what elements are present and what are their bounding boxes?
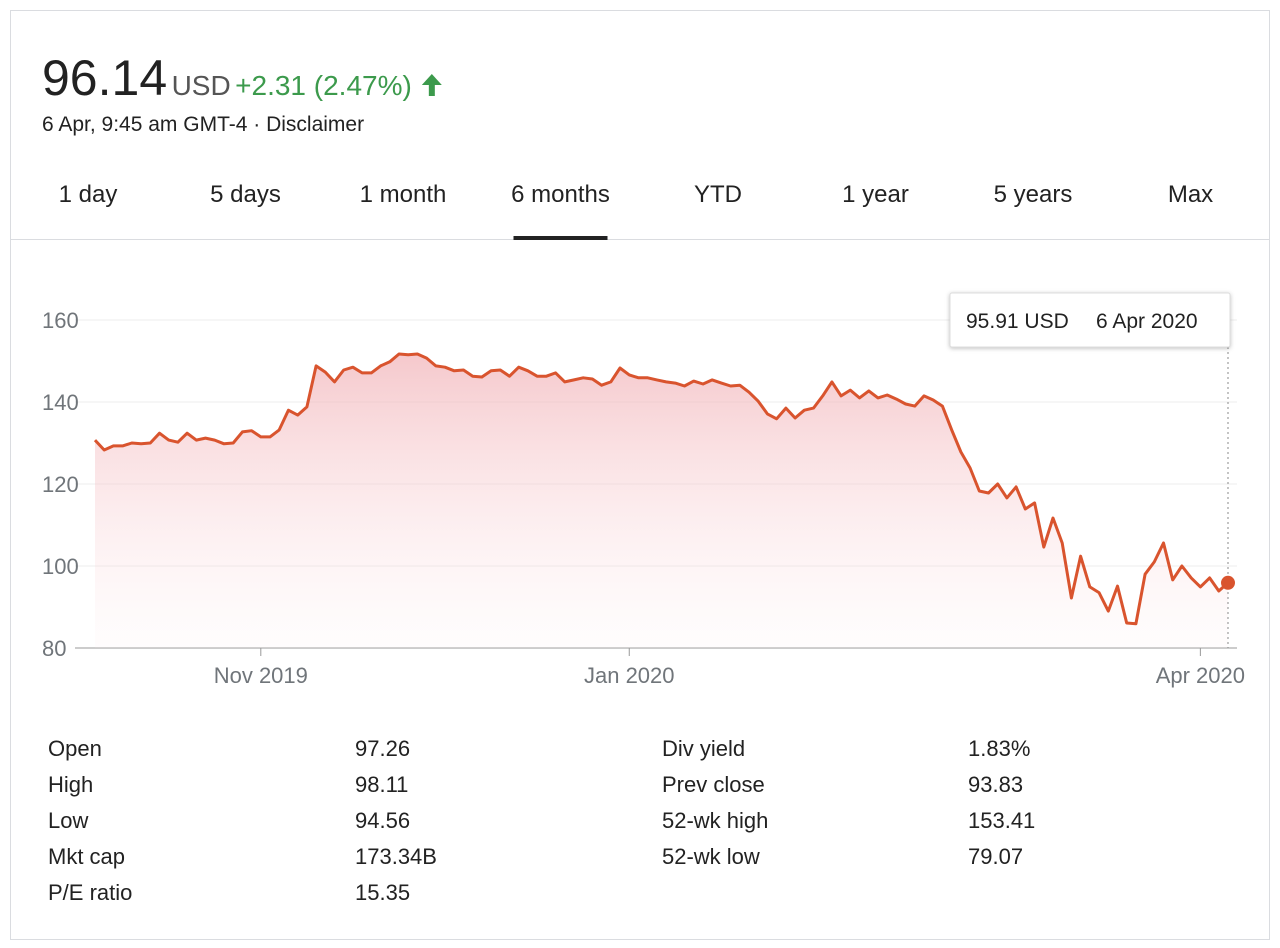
stat-value: 173.34B — [355, 844, 437, 869]
stat-value: 1.83% — [968, 736, 1030, 761]
y-tick-label: 140 — [42, 390, 79, 415]
stat-label: Mkt cap — [48, 844, 125, 869]
y-tick-label: 120 — [42, 472, 79, 497]
tab[interactable]: 6 months — [511, 181, 610, 208]
stats-table: Open 97.26 High 98.11 Low 94.56 Mkt cap 173.34B… — [48, 736, 1035, 905]
x-tick-label: Apr 2020 — [1156, 663, 1245, 688]
stat-value: 79.07 — [968, 844, 1023, 869]
tooltip-unit: USD — [1024, 310, 1068, 333]
stat-value: 97.26 — [355, 736, 410, 761]
change: +2.31 (2.47%) — [235, 70, 412, 101]
price-line: 96.14 USD +2.31 (2.47%) — [42, 50, 412, 106]
stat-label: 52-wk high — [662, 808, 768, 833]
tab-bar: 1 day 5 days 1 month 6 months YTD 1 year 5 yea… — [59, 181, 1213, 240]
stat-value: 93.83 — [968, 772, 1023, 797]
tooltip-text: 95.91 USD 6 Apr 2020 — [966, 310, 1198, 333]
tab[interactable]: 1 year — [842, 181, 909, 208]
stat-value: 153.41 — [968, 808, 1035, 833]
x-tick-label: Jan 2020 — [584, 663, 675, 688]
tab[interactable]: YTD — [694, 181, 742, 208]
y-tick-label: 80 — [42, 636, 66, 661]
tab[interactable]: 1 month — [360, 181, 447, 208]
stat-label: High — [48, 772, 93, 797]
y-tick-label: 160 — [42, 308, 79, 333]
x-tick-label: Nov 2019 — [214, 663, 308, 688]
tab-indicator — [513, 236, 608, 240]
chart: 80 100 120 140 160 Nov 2019 Jan 2020 Apr 2020 95… — [42, 292, 1245, 688]
y-tick-label: 100 — [42, 554, 79, 579]
tab[interactable]: Max — [1168, 181, 1213, 208]
price: 96.14 — [42, 50, 167, 106]
price-line — [93, 352, 1229, 626]
tab[interactable]: 5 days — [210, 181, 281, 208]
stat-label: Prev close — [662, 772, 765, 797]
tab[interactable]: 1 day — [59, 181, 118, 208]
currency: USD — [172, 70, 231, 101]
stat-value: 15.35 — [355, 880, 410, 905]
stat-label: 52-wk low — [662, 844, 760, 869]
timestamp: 6 Apr, 9:45 am GMT-4 · Disclaimer — [42, 113, 364, 136]
stat-label: Open — [48, 736, 102, 761]
tab[interactable]: 5 years — [994, 181, 1073, 208]
tooltip-box — [949, 292, 1231, 348]
stat-value: 98.11 — [355, 772, 408, 797]
up-arrow — [421, 74, 442, 96]
stat-label: Div yield — [662, 736, 745, 761]
stat-label: Low — [48, 808, 88, 833]
tooltip-value: 95.91 — [966, 310, 1019, 333]
last-point — [1221, 575, 1235, 590]
area — [95, 354, 1228, 648]
stat-value: 94.56 — [355, 808, 410, 833]
stat-label: P/E ratio — [48, 880, 132, 905]
tooltip-date: 6 Apr 2020 — [1096, 310, 1198, 333]
